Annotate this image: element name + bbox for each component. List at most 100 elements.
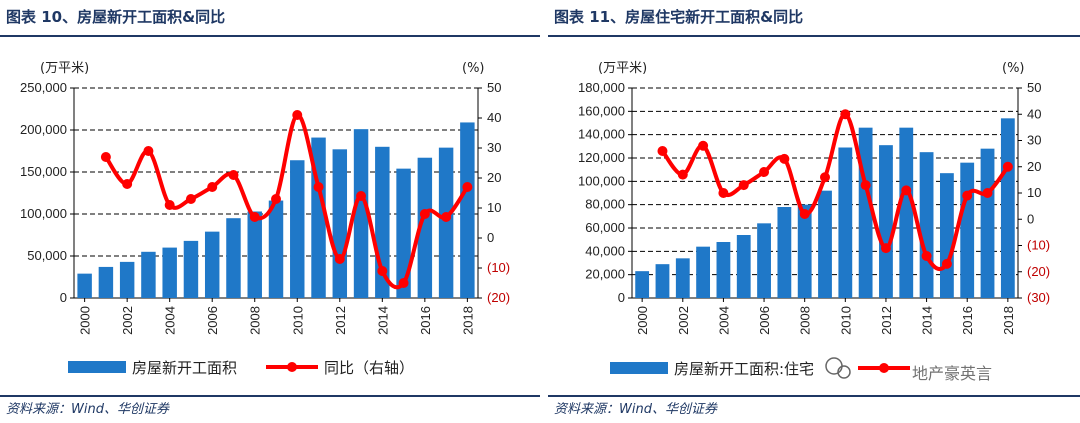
x-tick-label: 2010 xyxy=(290,306,305,335)
wechat-watermark xyxy=(825,357,851,379)
bar xyxy=(204,231,220,298)
x-tick-label: 2012 xyxy=(333,306,348,335)
y-axis-unit: (万平米) xyxy=(598,61,647,76)
y2-tick-label: 0 xyxy=(487,230,494,245)
yoy-line xyxy=(104,112,470,290)
x-tick-label: 2006 xyxy=(205,306,220,335)
source-rule xyxy=(548,395,1080,397)
y2-axis-unit: (%) xyxy=(1002,61,1025,76)
y-tick-label: 0 xyxy=(618,290,625,305)
yoy-point xyxy=(249,212,260,222)
y-tick-label: 200,000 xyxy=(20,122,67,137)
y2-tick-label: (10) xyxy=(1027,238,1050,253)
x-tick-label: 2012 xyxy=(879,306,894,335)
y2-tick-label: 10 xyxy=(1027,185,1041,200)
watermark-text: 地产豪英言 xyxy=(912,364,992,383)
yoy-point xyxy=(122,179,133,189)
yoy-point xyxy=(228,170,239,180)
yoy-point xyxy=(185,194,196,204)
bar xyxy=(696,246,711,298)
y-tick-label: 0 xyxy=(60,290,67,305)
bar xyxy=(396,168,411,298)
yoy-point xyxy=(1002,161,1013,172)
chart-svg-right: 180,000 160,000 140,000 120,000 100,000 80,00… xyxy=(578,61,1050,383)
yoy-point xyxy=(779,153,790,164)
yoy-point xyxy=(840,109,851,120)
bar xyxy=(960,162,975,298)
yoy-point xyxy=(398,278,409,288)
x-tick-label: 2014 xyxy=(375,306,390,335)
yoy-point xyxy=(143,146,154,156)
yoy-point xyxy=(941,258,952,269)
legend-line-label: 同比（右轴） xyxy=(324,359,414,377)
x-tick-label: 2014 xyxy=(920,306,935,335)
chart-title: 图表 11、房屋住宅新开工面积&同比 xyxy=(554,8,804,26)
bar xyxy=(879,145,893,298)
y2-axis-unit: (%) xyxy=(462,61,485,76)
bar xyxy=(980,148,995,298)
x-tick-label: 2018 xyxy=(460,306,475,335)
bar xyxy=(98,266,114,298)
y2-tick-label: 0 xyxy=(1027,211,1034,226)
y-axis-unit: (万平米) xyxy=(40,61,89,76)
bar xyxy=(226,218,241,298)
yoy-point xyxy=(738,180,749,191)
source-note: 资料来源：Wind、华创证券 xyxy=(554,402,717,417)
bar xyxy=(460,122,475,298)
y2-tick-label: 20 xyxy=(487,170,501,185)
bar xyxy=(77,273,92,298)
yoy-point xyxy=(901,185,912,196)
bar xyxy=(332,149,348,298)
yoy-point xyxy=(292,110,303,120)
yoy-point xyxy=(100,152,111,162)
yoy-point xyxy=(419,209,430,219)
bar xyxy=(716,242,731,298)
y-tick-label: 180,000 xyxy=(578,80,625,95)
x-tick-label: 2008 xyxy=(798,306,813,335)
yoy-point xyxy=(462,182,473,192)
bar xyxy=(1000,118,1015,298)
bar xyxy=(247,211,262,298)
legend-line-marker xyxy=(287,362,297,372)
y-tick-label: 250,000 xyxy=(20,80,67,95)
y2-tick-label: (30) xyxy=(1027,290,1050,305)
y-tick-label: 40,000 xyxy=(585,243,625,258)
x-tick-label: 2016 xyxy=(418,306,433,335)
legend-line-marker xyxy=(879,363,889,373)
bar xyxy=(417,157,433,298)
x-tick-label: 2002 xyxy=(676,306,691,335)
y2-tick-label: 30 xyxy=(487,140,501,155)
yoy-point xyxy=(880,243,891,254)
x-tick-label: 2000 xyxy=(78,306,93,335)
y2-tick-label: 40 xyxy=(1027,106,1041,121)
bar xyxy=(162,247,177,298)
bar xyxy=(655,264,670,298)
title-rule xyxy=(0,35,540,37)
y-tick-label: 160,000 xyxy=(578,103,625,118)
bar xyxy=(141,251,156,298)
yoy-point xyxy=(718,188,729,198)
bar xyxy=(838,147,853,298)
y-tick-label: 60,000 xyxy=(585,220,625,235)
y2-tick-label: 50 xyxy=(1027,80,1041,95)
yoy-point xyxy=(356,191,367,201)
bar xyxy=(899,127,914,299)
legend-bar-label: 房屋新开工面积:住宅 xyxy=(674,360,814,378)
x-tick-label: 2004 xyxy=(716,306,731,335)
yoy-point xyxy=(164,200,175,210)
source-note: 资料来源：Wind、华创证券 xyxy=(6,402,169,417)
y-tick-label: 150,000 xyxy=(20,164,67,179)
source-rule xyxy=(0,395,540,397)
yoy-point xyxy=(698,140,709,151)
yoy-point xyxy=(962,190,973,201)
x-tick-label: 2018 xyxy=(1001,306,1016,335)
y-tick-label: 120,000 xyxy=(578,150,625,165)
bar xyxy=(353,129,369,298)
y2-tick-label: 20 xyxy=(1027,159,1041,174)
bar xyxy=(438,147,454,298)
y2-tick-label: (10) xyxy=(487,260,510,275)
yoy-point xyxy=(799,209,810,219)
yoy-point xyxy=(820,172,830,183)
yoy-point xyxy=(860,180,871,191)
x-tick-label: 2004 xyxy=(163,306,178,335)
